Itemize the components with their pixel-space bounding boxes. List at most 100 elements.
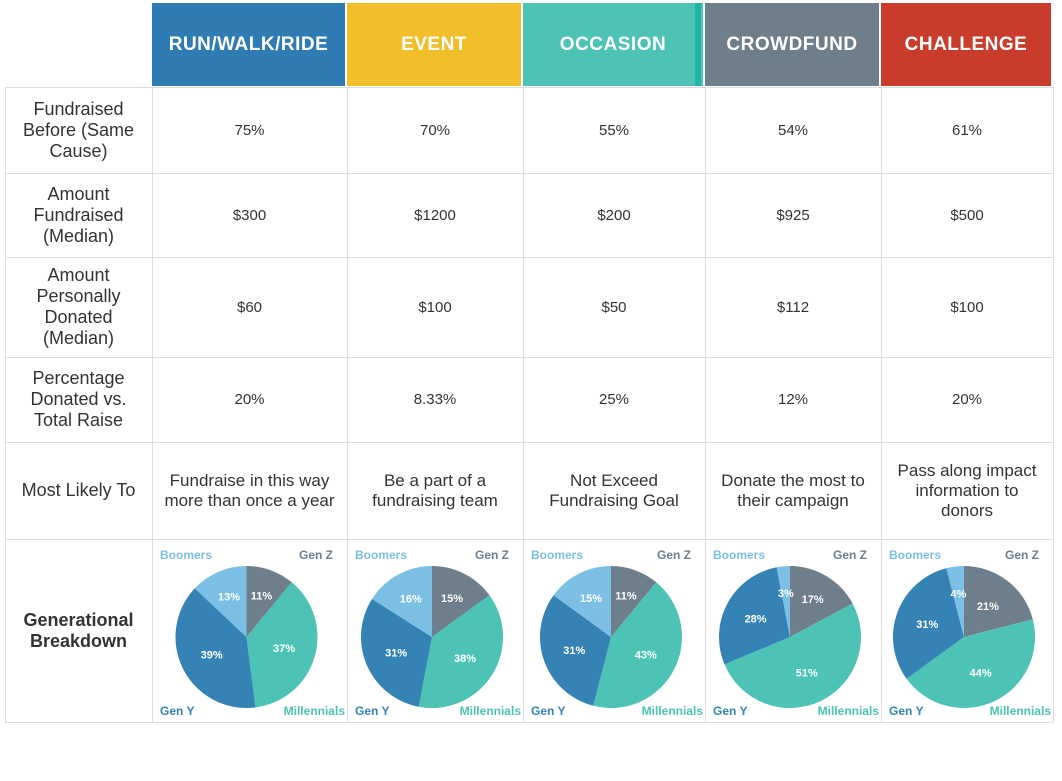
legend-label-geny: Gen Y	[355, 704, 390, 718]
table-cell: $100	[418, 298, 452, 316]
row-label-amount-fundraised: Amount Fundraised (Median)	[33, 183, 124, 246]
column-divider	[523, 87, 524, 722]
occasion-header-accent	[695, 3, 701, 86]
pie-slice-geny	[175, 588, 256, 708]
comparison-table: RUN/WALK/RIDE EVENT OCCASION CROWDFUND C…	[5, 3, 1054, 723]
pie-slice-millennials	[418, 595, 503, 708]
row-divider	[5, 722, 1053, 723]
legend-label-millennials: Millennials	[817, 704, 879, 718]
column-header-crowdfund: CROWDFUND	[705, 3, 879, 86]
legend-label-millennials: Millennials	[459, 704, 521, 718]
table-cell: 61%	[951, 121, 983, 139]
pie-svg: 17% 51% 28% 3%	[719, 566, 861, 708]
pie-slice-label: 37%	[273, 643, 295, 655]
pie-slice-label: 43%	[635, 650, 657, 662]
pie-slice-label: 31%	[563, 645, 585, 657]
pie-slice-label: 15%	[580, 593, 602, 605]
pie-slice-geny	[719, 567, 790, 665]
pie-slice-label: 4%	[951, 588, 967, 600]
legend-label-boomers: Boomers	[355, 548, 408, 562]
column-header-run-walk-ride: RUN/WALK/RIDE	[152, 3, 345, 86]
pie-slice-label: 44%	[970, 667, 992, 679]
pie-svg: 11% 37% 39% 13%	[175, 566, 318, 708]
column-divider	[881, 87, 882, 722]
table-cell: Not Exceed Fundraising Goal	[549, 470, 679, 510]
table-cell: $300	[232, 206, 267, 224]
legend-label-millennials: Millennials	[641, 704, 703, 718]
table-cell: $1200	[414, 206, 456, 224]
pie-slice-label: 31%	[916, 619, 938, 631]
row-divider	[5, 173, 1053, 174]
legend-label-millennials: Millennials	[989, 704, 1051, 718]
legend-label-geny: Gen Y	[531, 704, 566, 718]
pie-slice-boomers	[776, 566, 790, 637]
table-cell: $60	[236, 298, 263, 316]
row-divider	[5, 257, 1053, 258]
pie-chart-challenge: 21% 44% 31% 4% Boomers Gen Z Gen Y Millennials	[881, 539, 1053, 722]
pie-slice-label: 21%	[977, 601, 999, 613]
row-label-percentage-donated: Percentage Donated vs. Total Raise	[30, 368, 127, 430]
column-divider	[705, 87, 706, 722]
pie-chart-occasion: 11% 43% 31% 15% Boomers Gen Z Gen Y Millennials	[523, 539, 705, 722]
pie-chart-run-walk-ride: 11% 37% 39% 13% Boomers Gen Z Gen Y Millennials	[152, 539, 347, 722]
table-cell: 12%	[777, 391, 809, 408]
legend-label-genz: Gen Z	[1004, 548, 1039, 562]
pie-slice-label: 15%	[441, 593, 463, 605]
row-divider	[5, 87, 1053, 88]
table-cell: Fundraise in this way more than once a y…	[164, 470, 335, 510]
table-cell: 25%	[598, 391, 630, 408]
legend-label-boomers: Boomers	[531, 548, 584, 562]
pie-slice-label: 13%	[218, 592, 240, 604]
pie-slice-boomers	[194, 566, 247, 637]
table-cell: Donate the most to their campaign	[721, 470, 865, 510]
legend-label-geny: Gen Y	[889, 704, 924, 718]
row-divider	[5, 539, 1053, 540]
legend-label-geny: Gen Y	[713, 704, 748, 718]
row-divider	[5, 357, 1053, 358]
table-cell: $50	[601, 298, 627, 316]
table-cell: $112	[776, 298, 810, 316]
row-label-generational-breakdown: Generational Breakdown	[23, 609, 134, 651]
pie-slice-label: 11%	[615, 591, 637, 603]
table-cell: 20%	[234, 391, 265, 408]
table-cell: 8.33%	[413, 391, 457, 408]
legend-label-boomers: Boomers	[713, 548, 766, 562]
pie-svg: 11% 43% 31% 15%	[540, 566, 682, 708]
table-cell: $100	[950, 298, 984, 316]
table-cell: $500	[950, 206, 984, 224]
row-divider	[5, 442, 1053, 443]
pie-slice-geny	[540, 595, 611, 706]
row-label-amount-donated: Amount Personally Donated (Median)	[36, 265, 121, 348]
pie-svg: 21% 44% 31% 4%	[893, 566, 1035, 708]
pie-slice-millennials	[246, 582, 318, 708]
table-cell: 70%	[419, 121, 451, 139]
legend-label-millennials: Millennials	[283, 704, 345, 718]
table-cell: 54%	[777, 121, 809, 139]
table-cell: Pass along impact information to donors	[897, 460, 1037, 520]
legend-label-boomers: Boomers	[160, 548, 213, 562]
table-cell: 20%	[951, 391, 983, 408]
pie-slice-geny	[361, 598, 432, 707]
pie-slice-millennials	[593, 582, 682, 708]
pie-slice-label: 38%	[454, 653, 476, 665]
pie-slice-label: 3%	[778, 588, 794, 600]
pie-chart-event: 15% 38% 31% 16% Boomers Gen Z Gen Y Millennials	[347, 539, 523, 722]
row-label-most-likely-to: Most Likely To	[21, 480, 136, 500]
pie-chart-crowdfund: 17% 51% 28% 3% Boomers Gen Z Gen Y Millennials	[705, 539, 881, 722]
legend-label-geny: Gen Y	[160, 704, 195, 718]
pie-slice-millennials	[906, 619, 1035, 708]
legend-label-genz: Gen Z	[474, 548, 509, 562]
pie-slice-label: 31%	[385, 648, 407, 660]
table-cell: $925	[776, 206, 810, 224]
pie-slice-label: 17%	[802, 594, 824, 606]
table-cell: $200	[597, 206, 631, 224]
row-label-fundraised-before: Fundraised Before (Same Cause)	[22, 98, 135, 161]
pie-slice-geny	[893, 568, 964, 679]
pie-slice-genz	[790, 566, 853, 637]
legend-label-genz: Gen Z	[832, 548, 867, 562]
table-cell: 75%	[234, 121, 265, 139]
column-header-challenge: CHALLENGE	[881, 3, 1051, 86]
pie-slice-label: 28%	[745, 614, 767, 626]
table-cell: 55%	[598, 121, 630, 139]
pie-slice-genz	[246, 566, 292, 637]
